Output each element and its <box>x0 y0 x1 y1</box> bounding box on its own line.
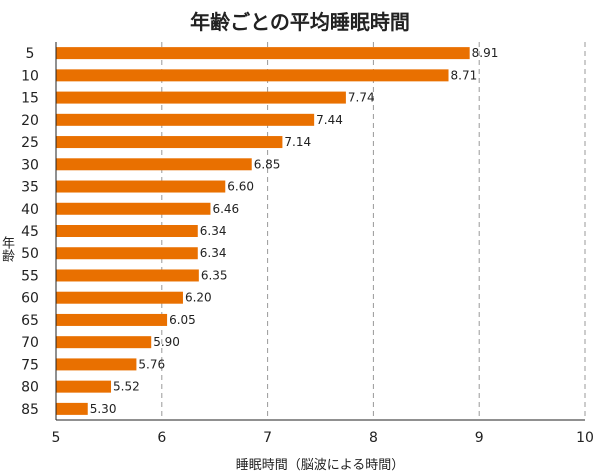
bar <box>56 113 315 126</box>
data-label: 6.34 <box>200 246 227 260</box>
category-label: 25 <box>21 135 39 151</box>
x-tick-label: 6 <box>157 430 166 446</box>
bar <box>56 136 283 149</box>
data-label: 5.76 <box>138 357 165 371</box>
category-label: 40 <box>21 202 39 218</box>
x-tick-label: 5 <box>52 430 61 446</box>
bar <box>56 91 346 104</box>
bar <box>56 69 449 82</box>
category-label: 10 <box>21 68 39 84</box>
x-tick-label: 9 <box>475 430 484 446</box>
y-axis-label: 年齢 <box>0 236 14 262</box>
bar <box>56 291 183 304</box>
bar <box>56 247 198 260</box>
category-label: 20 <box>21 113 39 129</box>
data-label: 6.34 <box>200 224 227 238</box>
x-tick-label: 7 <box>263 430 272 446</box>
bar <box>56 380 112 393</box>
category-label: 45 <box>21 224 39 240</box>
data-label: 7.44 <box>316 113 343 127</box>
chart-title: 年齢ごとの平均睡眠時間 <box>190 10 410 34</box>
category-label: 80 <box>21 380 39 396</box>
data-label: 6.20 <box>185 291 212 305</box>
data-label: 8.91 <box>472 46 499 60</box>
bar <box>56 158 252 171</box>
bar <box>56 202 211 215</box>
category-label: 60 <box>21 291 39 307</box>
bar <box>56 402 88 415</box>
category-label: 30 <box>21 157 39 173</box>
data-label: 7.74 <box>348 91 375 105</box>
bar <box>56 313 168 326</box>
bar <box>56 269 199 282</box>
category-label: 55 <box>21 268 39 284</box>
data-label: 7.14 <box>284 135 311 149</box>
bar <box>56 47 470 60</box>
bar <box>56 180 226 193</box>
data-label: 6.85 <box>254 157 281 171</box>
bar <box>56 225 198 237</box>
category-label: 15 <box>21 91 39 107</box>
x-tick-label: 10 <box>576 430 594 446</box>
x-axis-label: 睡眠時間（脳波による時間） <box>235 458 405 473</box>
category-label: 50 <box>21 246 39 262</box>
bar <box>56 358 137 371</box>
category-label: 85 <box>21 402 39 418</box>
category-label: 75 <box>21 357 39 373</box>
data-label: 5.52 <box>113 380 140 394</box>
data-label: 6.35 <box>201 268 228 282</box>
category-label: 70 <box>21 335 39 351</box>
data-label: 5.90 <box>153 335 180 349</box>
data-label: 5.30 <box>90 402 117 416</box>
data-label: 6.46 <box>212 202 239 216</box>
category-label: 5 <box>26 46 35 62</box>
category-label: 35 <box>21 180 39 196</box>
x-tick-label: 8 <box>369 430 378 446</box>
data-label: 6.60 <box>227 180 254 194</box>
bar <box>56 336 152 349</box>
category-label: 65 <box>21 313 39 329</box>
data-label: 6.05 <box>169 313 196 327</box>
data-label: 8.71 <box>451 68 478 82</box>
